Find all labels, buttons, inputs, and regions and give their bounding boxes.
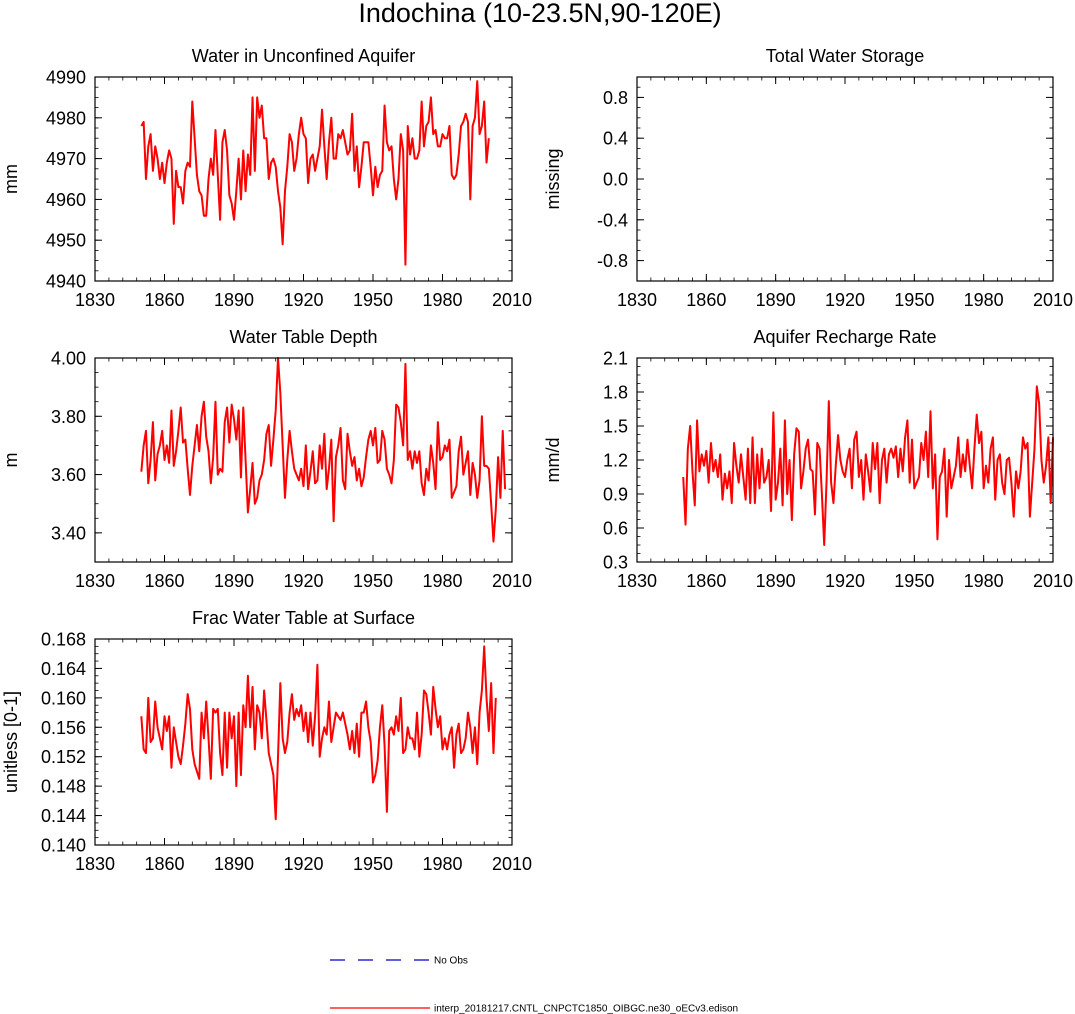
y-tick-label: 0.140 (41, 836, 86, 856)
x-tick-label: 1860 (686, 571, 726, 591)
x-tick-label: 1980 (422, 290, 462, 310)
panel-title: Aquifer Recharge Rate (753, 327, 936, 347)
plot-frame (94, 76, 513, 282)
y-tick-label: 0.160 (41, 688, 86, 708)
y-tick-label: 3.80 (51, 407, 86, 427)
x-tick-label: 2010 (492, 854, 532, 874)
y-axis-label: m (1, 453, 21, 468)
x-tick-label: 1950 (894, 571, 934, 591)
x-tick-label: 1890 (214, 854, 254, 874)
y-axis-label: missing (543, 148, 563, 209)
x-tick-label: 1860 (144, 571, 184, 591)
x-tick-label: 1950 (353, 290, 393, 310)
y-tick-label: 0.0 (603, 170, 628, 190)
x-tick-label: 1830 (75, 854, 115, 874)
plot-frame (636, 357, 1054, 563)
x-tick-label: 1890 (756, 571, 796, 591)
x-tick-label: 1920 (825, 571, 865, 591)
panel-5: Frac Water Table at Surface unitless [0-1… (1, 608, 532, 874)
y-tick-label: 4940 (46, 272, 86, 292)
panel-title: Water Table Depth (229, 327, 377, 347)
x-tick-label: 1920 (283, 290, 323, 310)
x-tick-label: 1860 (144, 854, 184, 874)
y-tick-label: 2.1 (603, 349, 628, 369)
y-tick-label: 0.152 (41, 747, 86, 767)
series-line (140, 645, 497, 821)
panel-3: Water Table Depth m 1830 1860 1890 1920 1950 19… (1, 327, 532, 591)
panel-2: Total Water Storage missing 1830 1860 1890 19… (543, 46, 1073, 310)
panels: Water in Unconfined Aquifer mm 1830 1860 189… (1, 46, 1073, 874)
y-axis-label: mm/d (543, 438, 563, 483)
panel-4: Aquifer Recharge Rate mm/d 1830 1860 1890 192… (543, 327, 1073, 591)
x-tick-label: 1890 (756, 290, 796, 310)
panel-title: Total Water Storage (766, 46, 924, 66)
x-tick-label: 2010 (492, 571, 532, 591)
series-line (140, 357, 507, 543)
y-tick-label: -0.4 (597, 210, 628, 230)
y-tick-label: 3.40 (51, 523, 86, 543)
x-tick-label: 1950 (353, 854, 393, 874)
y-tick-label: 4960 (46, 190, 86, 210)
x-tick-label: 1950 (894, 290, 934, 310)
y-tick-label: 1.5 (603, 417, 628, 437)
x-tick-label: 1890 (214, 290, 254, 310)
panel-title: Water in Unconfined Aquifer (192, 46, 415, 66)
x-tick-label: 1920 (283, 571, 323, 591)
y-tick-label: 1.8 (603, 383, 628, 403)
y-tick-label: 0.8 (603, 88, 628, 108)
plot-frame (94, 357, 513, 563)
x-tick-label: 1830 (75, 290, 115, 310)
x-tick-label: 1920 (283, 854, 323, 874)
x-tick-label: 2010 (1033, 571, 1073, 591)
x-tick-label: 1980 (422, 571, 462, 591)
y-tick-label: 0.9 (603, 485, 628, 505)
y-tick-label: 4990 (46, 68, 86, 88)
y-tick-label: -0.8 (597, 251, 628, 271)
y-tick-label: 0.144 (41, 806, 86, 826)
y-axis-label: mm (1, 164, 21, 194)
x-tick-label: 1830 (617, 571, 657, 591)
x-tick-label: 1890 (214, 571, 254, 591)
y-tick-label: 4.00 (51, 349, 86, 369)
y-tick-label: 0.148 (41, 777, 86, 797)
legend-obs-label: No Obs (434, 956, 468, 967)
plot-frame (94, 638, 513, 846)
y-tick-label: 0.168 (41, 630, 86, 650)
y-tick-label: 0.164 (41, 659, 86, 679)
x-tick-label: 1860 (144, 290, 184, 310)
y-tick-label: 0.4 (603, 129, 628, 149)
legend: No Obs interp_20181217.CNTL_CNPCTC1850_O… (330, 956, 738, 1014)
series-line (682, 385, 1054, 546)
panel-title: Frac Water Table at Surface (192, 608, 415, 628)
x-tick-label: 1860 (686, 290, 726, 310)
panel-1: Water in Unconfined Aquifer mm 1830 1860 189… (1, 46, 532, 310)
x-tick-label: 1980 (964, 290, 1004, 310)
y-tick-label: 0.6 (603, 519, 628, 539)
x-tick-label: 1920 (825, 290, 865, 310)
y-tick-label: 4970 (46, 149, 86, 169)
plot-frame (636, 76, 1054, 282)
y-tick-label: 3.60 (51, 465, 86, 485)
y-tick-label: 0.156 (41, 718, 86, 738)
x-tick-label: 2010 (1033, 290, 1073, 310)
y-tick-label: 4980 (46, 108, 86, 128)
y-tick-label: 0.3 (603, 553, 628, 573)
x-tick-label: 1980 (422, 854, 462, 874)
figure-title: Indochina (10-23.5N,90-120E) (358, 0, 721, 28)
series-line (140, 80, 490, 266)
x-tick-label: 1950 (353, 571, 393, 591)
y-tick-label: 1.2 (603, 451, 628, 471)
x-tick-label: 1980 (964, 571, 1004, 591)
x-tick-label: 1830 (75, 571, 115, 591)
y-tick-label: 4950 (46, 231, 86, 251)
y-axis-label: unitless [0-1] (1, 691, 21, 793)
x-tick-label: 1830 (617, 290, 657, 310)
legend-model-label: interp_20181217.CNTL_CNPCTC1850_OIBGC.ne… (434, 1004, 738, 1014)
x-tick-label: 2010 (492, 290, 532, 310)
